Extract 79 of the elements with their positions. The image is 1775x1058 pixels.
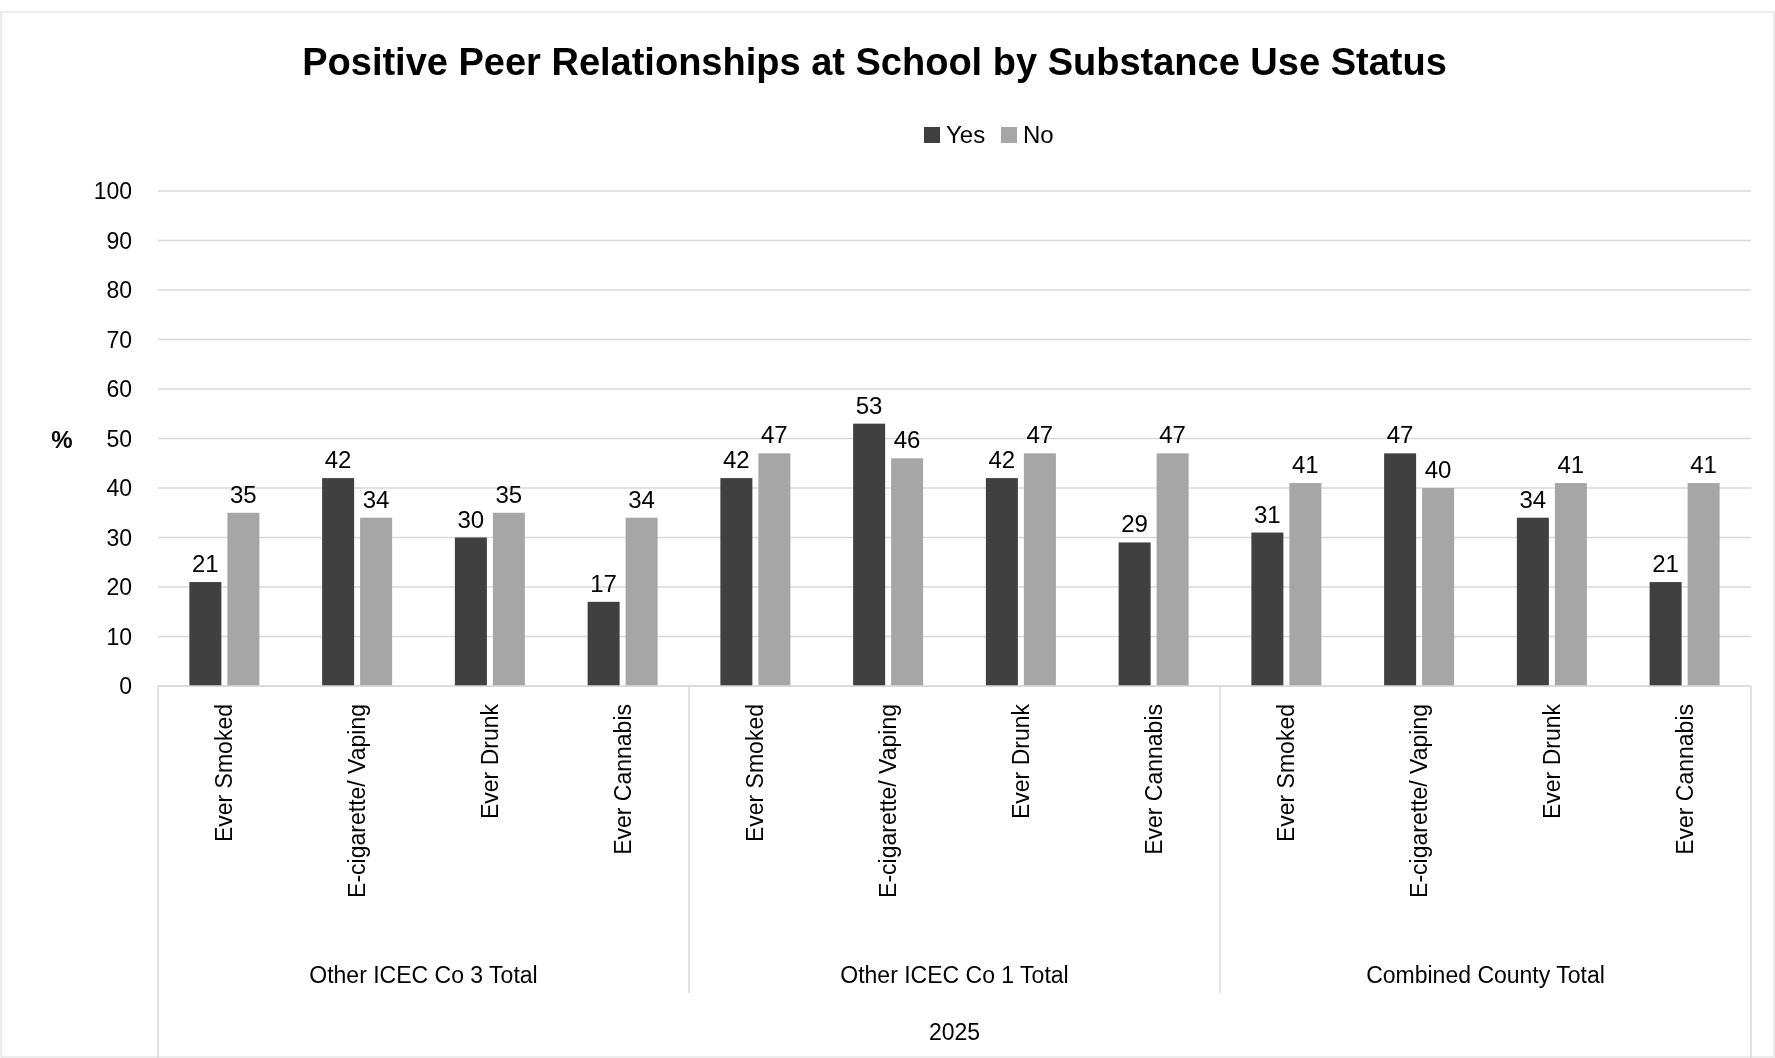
data-label: 34 bbox=[1519, 485, 1547, 513]
data-label: 30 bbox=[457, 505, 485, 533]
data-label: 34 bbox=[362, 485, 390, 513]
bar bbox=[189, 582, 222, 686]
bar bbox=[587, 601, 620, 686]
y-tick-label: 10 bbox=[106, 623, 132, 650]
data-label: 41 bbox=[1557, 451, 1585, 479]
bar bbox=[454, 537, 487, 686]
y-tick-label: 30 bbox=[106, 524, 132, 551]
data-label: 47 bbox=[1159, 421, 1186, 449]
bar bbox=[1516, 517, 1549, 686]
data-label: 34 bbox=[628, 485, 655, 513]
data-label: 35 bbox=[495, 480, 523, 508]
bar bbox=[360, 517, 393, 686]
data-label: 41 bbox=[1690, 451, 1717, 479]
bar bbox=[853, 423, 886, 686]
y-tick-label: 100 bbox=[93, 178, 132, 204]
y-tick-label: 20 bbox=[106, 574, 132, 600]
y-tick-label: 50 bbox=[106, 425, 132, 452]
bar bbox=[322, 478, 355, 686]
text: Combined County Total bbox=[1366, 962, 1605, 988]
data-label: 47 bbox=[1026, 421, 1054, 449]
bar bbox=[1687, 483, 1720, 686]
bar bbox=[1118, 542, 1151, 686]
data-label: 47 bbox=[1386, 421, 1414, 449]
bar bbox=[1156, 453, 1189, 686]
x-tick-label: Ever Smoked bbox=[211, 704, 238, 843]
x-tick-label: Ever Drunk bbox=[476, 703, 503, 820]
bar bbox=[492, 512, 525, 686]
bar bbox=[1422, 488, 1455, 686]
y-tick-label: 60 bbox=[106, 376, 132, 402]
bar bbox=[625, 517, 658, 686]
text: Other ICEC Co 1 Total bbox=[840, 962, 1069, 988]
x-tick-label: E-cigarette/ Vaping bbox=[344, 704, 371, 898]
y-axis-title: % bbox=[51, 426, 73, 453]
data-label: 35 bbox=[230, 480, 257, 508]
x-tick-label: Ever Drunk bbox=[1538, 703, 1565, 820]
bar bbox=[227, 512, 260, 686]
x-tick-label: Ever Cannabis bbox=[1140, 704, 1167, 855]
bar bbox=[720, 478, 753, 686]
bar bbox=[1023, 453, 1056, 686]
bar bbox=[891, 458, 924, 686]
data-label: 21 bbox=[1652, 550, 1679, 578]
bar bbox=[1384, 453, 1417, 686]
bar bbox=[1251, 532, 1284, 686]
bar bbox=[1554, 483, 1587, 686]
text: 2025 bbox=[928, 1019, 981, 1045]
data-label: 21 bbox=[192, 550, 219, 578]
data-label: 41 bbox=[1292, 451, 1319, 479]
y-tick-label: 40 bbox=[106, 475, 132, 501]
text: Other ICEC Co 3 Total bbox=[309, 962, 538, 988]
x-tick-label: E-cigarette/ Vaping bbox=[1406, 704, 1433, 898]
bar bbox=[758, 453, 791, 686]
x-tick-label: Ever Smoked bbox=[742, 704, 769, 843]
data-label: 31 bbox=[1254, 500, 1281, 528]
data-label: 42 bbox=[324, 446, 352, 474]
y-tick-label: 90 bbox=[106, 227, 132, 254]
data-label: 47 bbox=[761, 421, 788, 449]
x-tick-label: Ever Cannabis bbox=[609, 704, 636, 855]
bar bbox=[985, 478, 1018, 686]
y-tick-label: 80 bbox=[106, 277, 132, 303]
bar bbox=[1289, 483, 1322, 686]
data-label: 40 bbox=[1424, 456, 1452, 483]
y-tick-label: 70 bbox=[106, 326, 132, 353]
data-label: 42 bbox=[723, 446, 750, 474]
chart-title: Positive Peer Relationships at School by Substance Use Status bbox=[302, 41, 1447, 83]
bar bbox=[1649, 582, 1682, 686]
legend-label: Yes bbox=[946, 121, 986, 148]
legend-label: No bbox=[1023, 121, 1054, 148]
y-tick-label: 0 bbox=[119, 673, 132, 699]
x-tick-label: Ever Smoked bbox=[1273, 704, 1300, 843]
x-tick-label: Ever Cannabis bbox=[1671, 704, 1698, 855]
data-label: 42 bbox=[988, 446, 1016, 474]
data-label: 29 bbox=[1121, 510, 1148, 538]
x-tick-label: Ever Drunk bbox=[1007, 703, 1034, 820]
x-tick-label: E-cigarette/ Vaping bbox=[875, 704, 902, 898]
data-label: 53 bbox=[855, 391, 883, 419]
data-label: 46 bbox=[893, 426, 921, 454]
data-label: 17 bbox=[590, 569, 617, 597]
